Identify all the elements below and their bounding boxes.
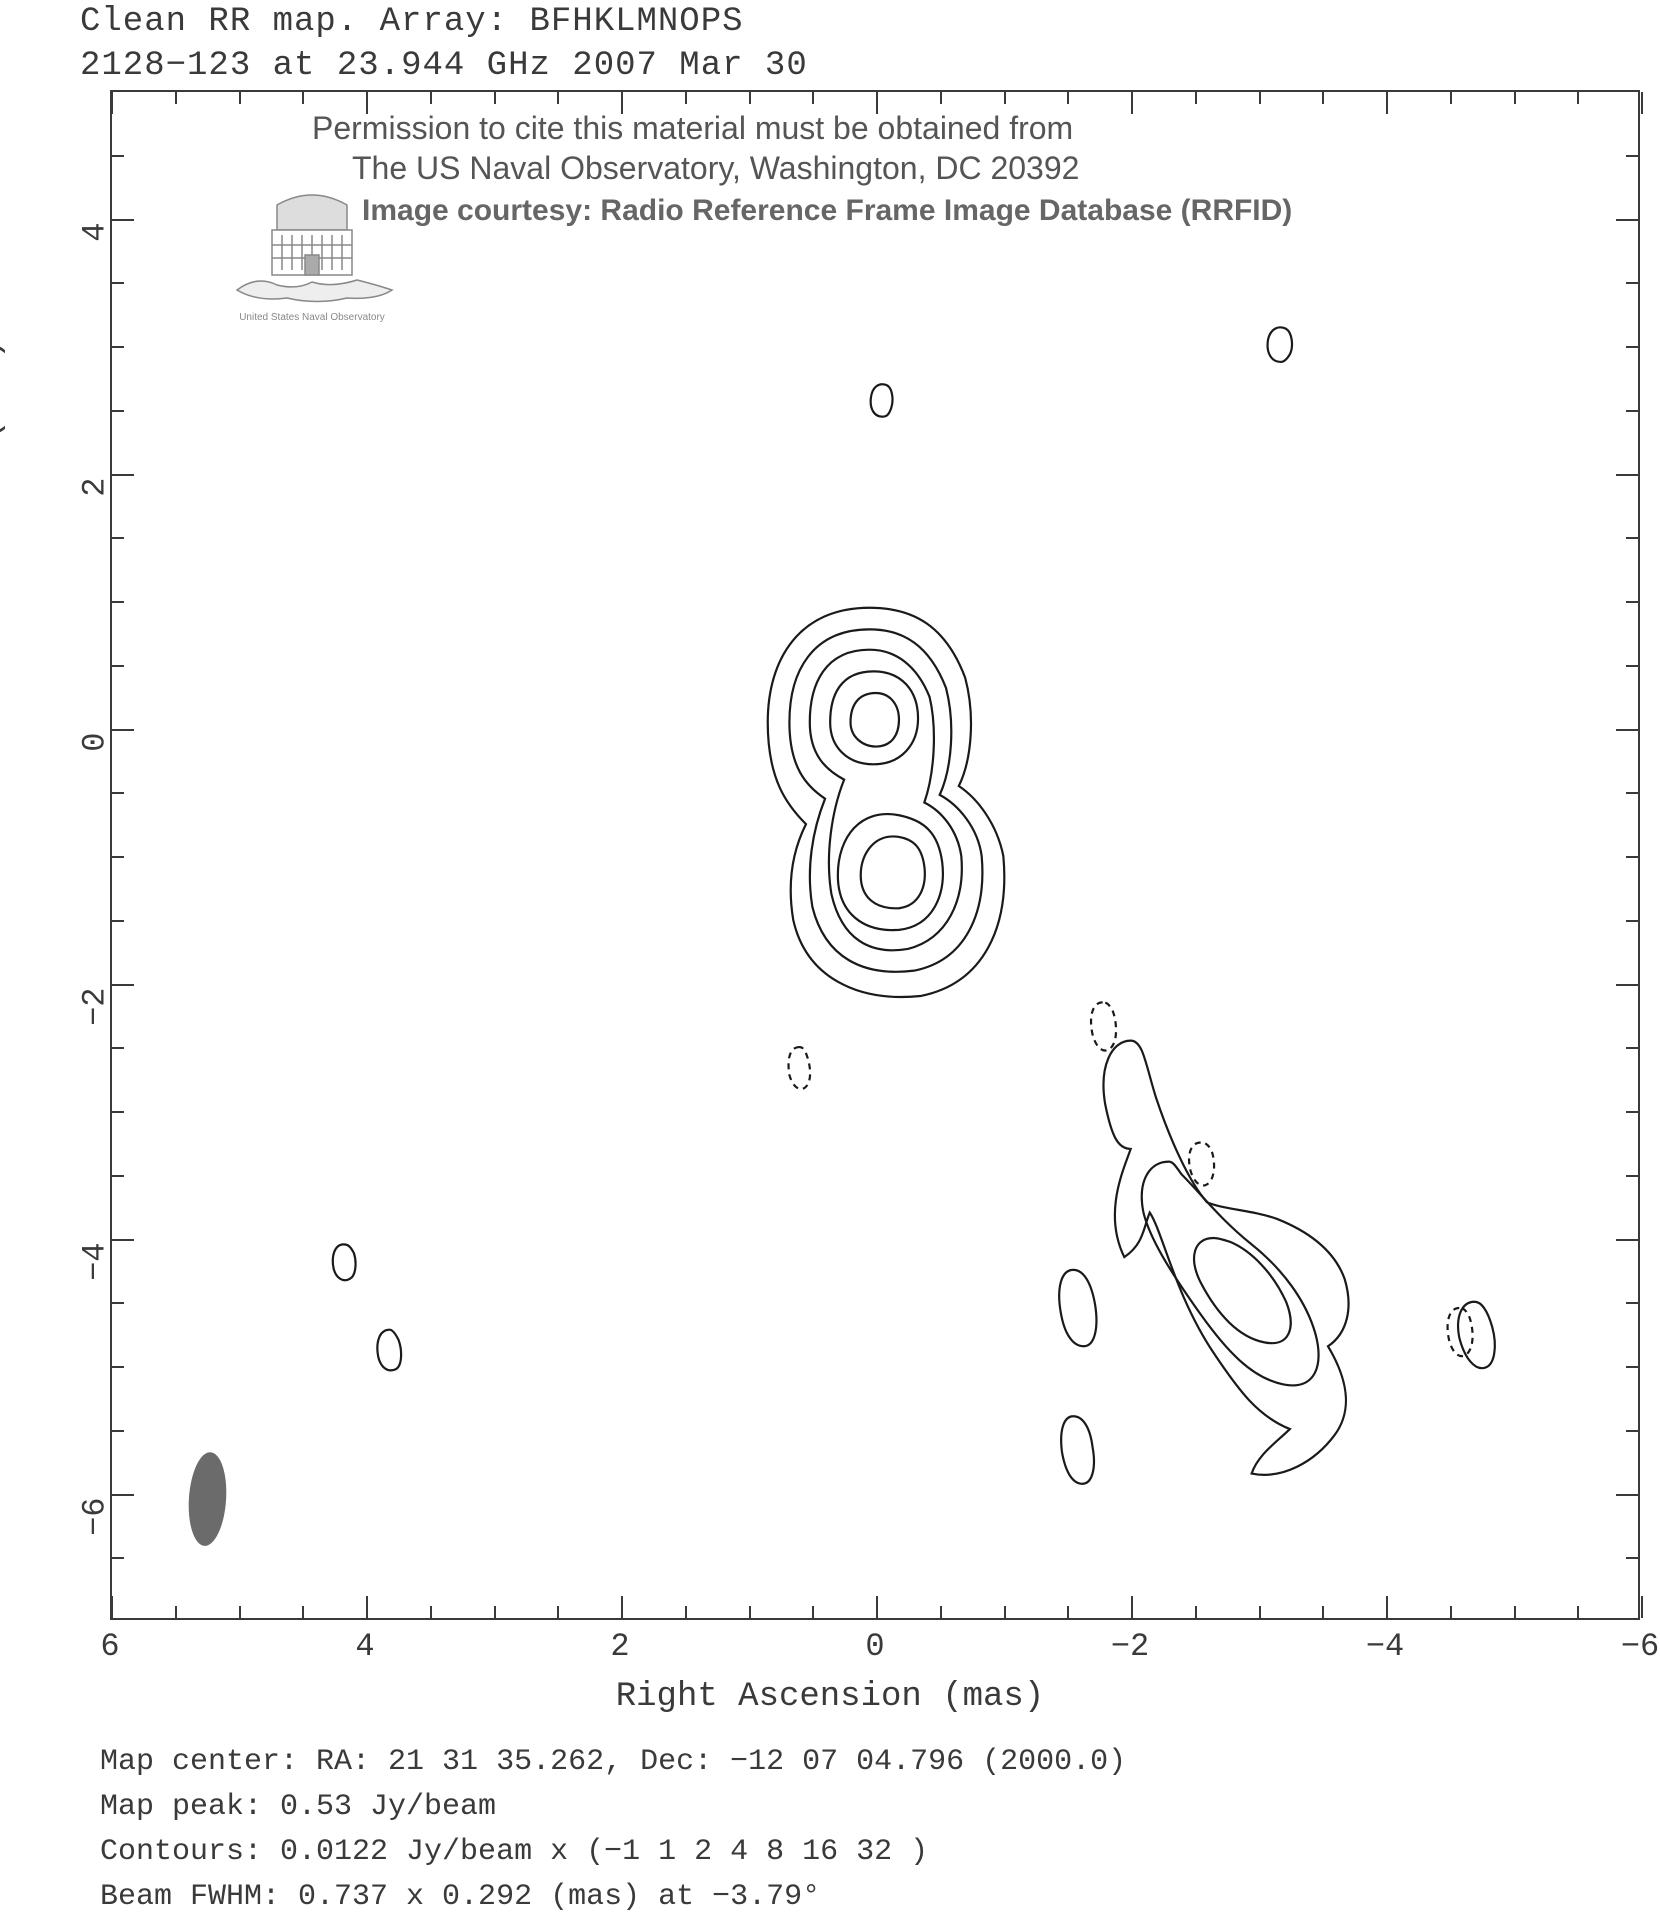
y-axis-label: Relative Declination (mas) [0,339,9,870]
contour-solid [838,814,943,930]
beam-fwhm: Beam FWHM: 0.737 x 0.292 (mas) at −3.79° [100,1875,1126,1920]
y-tick-label: 4 [77,222,114,282]
contour-solid [851,693,899,747]
contour-dashed [1091,1002,1116,1050]
source-name: 2128−123 [80,47,273,85]
contour-solid [871,384,893,416]
header-block: Clean RR map. Array: BFHKLMNOPS 2128−123… [80,0,808,88]
contour-solid [1268,327,1292,362]
courtesy-line: Image courtesy: Radio Reference Frame Im… [362,194,1292,228]
y-tick-label: −6 [77,1497,114,1557]
contour-solid [1142,1162,1319,1386]
contour-levels: Contours: 0.0122 Jy/beam x (−1 1 2 4 8 1… [100,1830,1126,1875]
contour-solid [1194,1238,1291,1343]
x-tick-label: −2 [1111,1628,1149,1665]
title-prefix: Clean RR map. Array: [80,3,508,41]
contour-solid [1061,1416,1094,1484]
y-tick-label: 0 [77,732,114,792]
contour-solid [1059,1270,1096,1346]
freq-date: 23.944 GHz 2007 Mar 30 [315,47,807,85]
beam-ellipse [186,1451,229,1547]
x-tick-label: 2 [610,1628,629,1665]
contour-solid [333,1244,356,1280]
contour-solid [1104,1041,1349,1475]
at-word: at [273,47,316,85]
x-axis-label: Right Ascension (mas) [0,1678,1660,1716]
permission-line1: Permission to cite this material must be… [312,110,1073,147]
permission-line2: The US Naval Observatory, Washington, DC… [352,150,1079,187]
contour-solid [861,836,925,908]
x-tick-label: −6 [1621,1628,1659,1665]
x-tick-label: −4 [1366,1628,1404,1665]
y-tick-label: 2 [77,477,114,537]
x-tick-label: 0 [865,1628,884,1665]
array-value: BFHKLMNOPS [508,3,743,41]
footer-block: Map center: RA: 21 31 35.262, Dec: −12 0… [100,1740,1126,1920]
contour-dashed [1189,1143,1214,1186]
contour-solid [768,608,1005,997]
contour-solid [830,671,918,764]
y-tick-label: −4 [77,1242,114,1302]
contour-solid [1458,1302,1495,1368]
logo-caption: United States Naval Observatory [239,312,385,323]
y-tick-label: −2 [77,987,114,1047]
contour-dashed [789,1047,811,1089]
x-tick-label: 6 [100,1628,119,1665]
map-peak: Map peak: 0.53 Jy/beam [100,1785,1126,1830]
map-center: Map center: RA: 21 31 35.262, Dec: −12 0… [100,1740,1126,1785]
x-tick-label: 4 [355,1628,374,1665]
contour-solid [377,1330,401,1371]
plot-frame: United States Naval Observatory Permissi… [110,90,1640,1620]
